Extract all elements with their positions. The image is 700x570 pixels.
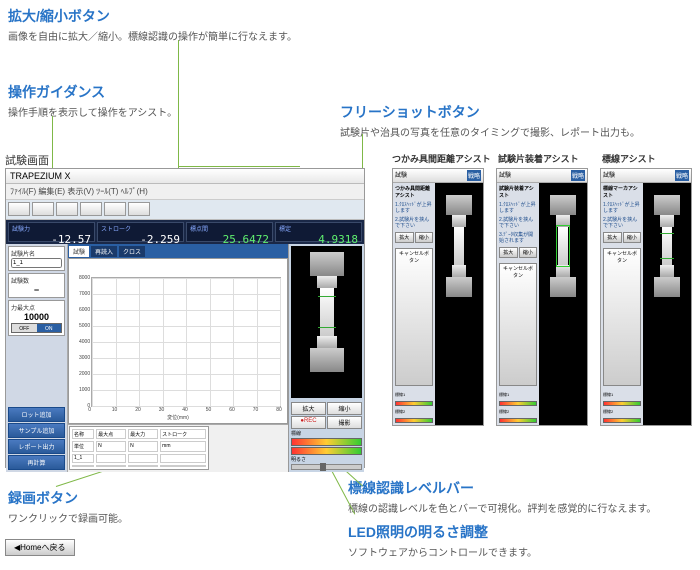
chart-tab[interactable]: 試験 — [69, 246, 89, 257]
toolbar-btn[interactable] — [104, 202, 126, 216]
assist-panel: 試験戦略 試験片装着アシスト 1.ｸﾛｽﾍｯﾄﾞが上昇します 2.試験片を挟んで… — [496, 168, 588, 426]
specimen-name-input[interactable] — [11, 258, 62, 268]
zoom-out-button[interactable]: 縮小 — [327, 402, 362, 415]
action-btn[interactable]: レポート出力 — [8, 439, 65, 454]
led-label-title: LED照明の明るさ調整 — [348, 522, 537, 542]
record-button[interactable]: ●REC — [291, 416, 326, 429]
action-btn[interactable]: サンプル追加 — [8, 423, 65, 438]
toolbar-btn[interactable] — [8, 202, 30, 216]
brightness-slider[interactable] — [291, 464, 362, 470]
assist-title: 標線アシスト — [602, 152, 656, 165]
record-label-desc: ワンクリックで録画可能。 — [8, 510, 128, 525]
assist-panel: 試験戦略 つかみ具間距離アシスト 1.ｸﾛｽﾍｯﾄﾞが上昇します 2.試験片を挟… — [392, 168, 484, 426]
level-bar — [291, 438, 362, 446]
chart-plot: 8000700060005000400030002000100000102030… — [68, 258, 288, 424]
zoom-in-button[interactable]: 拡大 — [291, 402, 326, 415]
menubar[interactable]: ﾌｧｲﾙ(F) 編集(E) 表示(V) ﾂｰﾙ(T) ﾍﾙﾌﾟ(H) — [6, 184, 364, 200]
leader — [178, 40, 179, 168]
toolbar-btn[interactable] — [32, 202, 54, 216]
camera-view — [291, 246, 362, 398]
toolbar-btn[interactable] — [56, 202, 78, 216]
leader — [52, 116, 53, 170]
result-table: 名称最大点最大力ストローク 単位NNmm 1_1 — [69, 426, 209, 470]
toolbar — [6, 200, 364, 220]
levelbar-label-desc: 標線の認識レベルを色とバーで可視化。評判を感覚的に行なえます。 — [348, 500, 656, 515]
numeric-display: 試験力-12.57 ストローク-2.259 標点間25.6472 標定4.931… — [6, 220, 364, 244]
guidance-label-title: 操作ガイダンス — [8, 82, 177, 102]
guidance-label-desc: 操作手順を表示して操作をアシスト。 — [8, 104, 177, 119]
leader — [178, 166, 300, 167]
left-panel: 試験片名 試験数 − 力最大点 10000 OFFON ロット追加 サンプル追加… — [6, 244, 68, 472]
chart-tab[interactable]: クロス — [119, 246, 145, 257]
camera-panel: 拡大 縮小 ●REC 撮影 標線 明るさ — [288, 244, 364, 472]
freeshot-label-title: フリーショットボタン — [340, 102, 640, 122]
zoom-label-title: 拡大/縮小ボタン — [8, 6, 297, 26]
toggle[interactable]: OFFON — [11, 323, 62, 333]
freeshot-button[interactable]: 撮影 — [327, 416, 362, 429]
chart-tab[interactable]: 再読入 — [91, 246, 117, 257]
home-button[interactable]: ◀Homeへ戻る — [5, 539, 75, 556]
chart-area: 試験 再読入 クロス 80007000600050004000300020001… — [68, 244, 288, 472]
assist-title: 試験片装着アシスト — [498, 152, 579, 165]
record-label-title: 録画ボタン — [8, 488, 128, 508]
main-screen: TRAPEZIUM X ﾌｧｲﾙ(F) 編集(E) 表示(V) ﾂｰﾙ(T) ﾍ… — [5, 168, 365, 468]
assist-panel: 試験戦略 標線マーカアシスト 1.ｸﾛｽﾍｯﾄﾞが上昇します 2.試験片を挟んで… — [600, 168, 692, 426]
action-btn[interactable]: 再計算 — [8, 455, 65, 470]
toolbar-btn[interactable] — [128, 202, 150, 216]
action-btn[interactable]: ロット追加 — [8, 407, 65, 422]
toolbar-btn[interactable] — [80, 202, 102, 216]
led-label-desc: ソフトウェアからコントロールできます。 — [348, 544, 537, 559]
screen-label: 試験画面 — [5, 152, 49, 168]
levelbar-label-title: 標線認識レベルバー — [348, 478, 656, 498]
level-bar — [291, 447, 362, 455]
zoom-label-desc: 画像を自由に拡大／縮小。標線認識の操作が簡単に行なえます。 — [8, 28, 297, 43]
assist-title: つかみ具間距離アシスト — [392, 152, 491, 165]
freeshot-label-desc: 試験片や治具の写真を任意のタイミングで撮影、レポート出力も。 — [340, 124, 640, 139]
